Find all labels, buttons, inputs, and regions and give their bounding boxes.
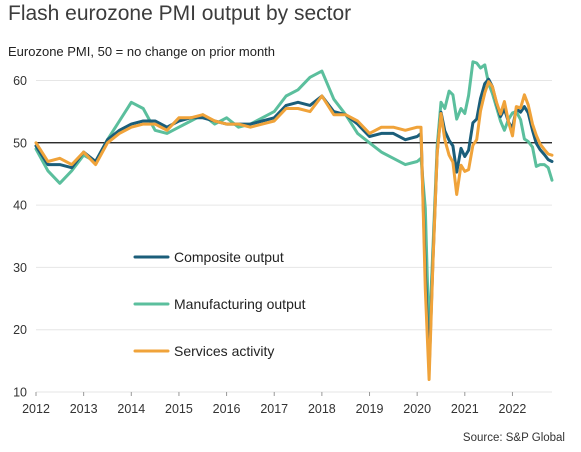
source-note: Source: S&P Global [462,432,565,444]
x-tick-label: 2015 [165,402,193,416]
x-tick-label: 2017 [260,402,288,416]
series-line-composite-output [34,77,554,372]
x-tick-label: 2013 [70,402,98,416]
legend-label: Manufacturing output [174,296,306,312]
x-tick-label: 2016 [213,402,241,416]
chart-title: Flash eurozone PMI output by sector [8,2,352,25]
x-tick-label: 2020 [403,402,431,416]
x-tick-label: 2014 [117,402,145,416]
x-tick-label: 2019 [356,402,384,416]
y-tick-label: 30 [13,261,27,275]
x-tick-label: 2018 [308,402,336,416]
legend-label: Composite output [174,249,284,265]
x-axis: 2012 2013 2014 2015 2016 2017 2018 2019 2020 2021… [22,392,526,416]
series-line-services-activity [34,80,554,381]
legend-label: Services activity [174,343,274,359]
x-tick-label: 2021 [451,402,479,416]
y-axis: 10 20 30 40 50 60 [13,74,27,400]
y-tick-label: 50 [13,136,27,150]
y-tick-label: 10 [13,386,27,400]
chart-subtitle: Eurozone PMI, 50 = no change on prior mo… [8,44,276,59]
y-tick-label: 40 [13,199,27,213]
legend: Composite output Manufacturing output Serv… [133,249,306,359]
y-tick-label: 20 [13,323,27,337]
x-tick-label: 2022 [499,402,527,416]
series-lines [34,60,554,381]
gridlines [36,79,552,393]
x-tick-label: 2012 [22,402,50,416]
y-tick-label: 60 [13,74,27,88]
